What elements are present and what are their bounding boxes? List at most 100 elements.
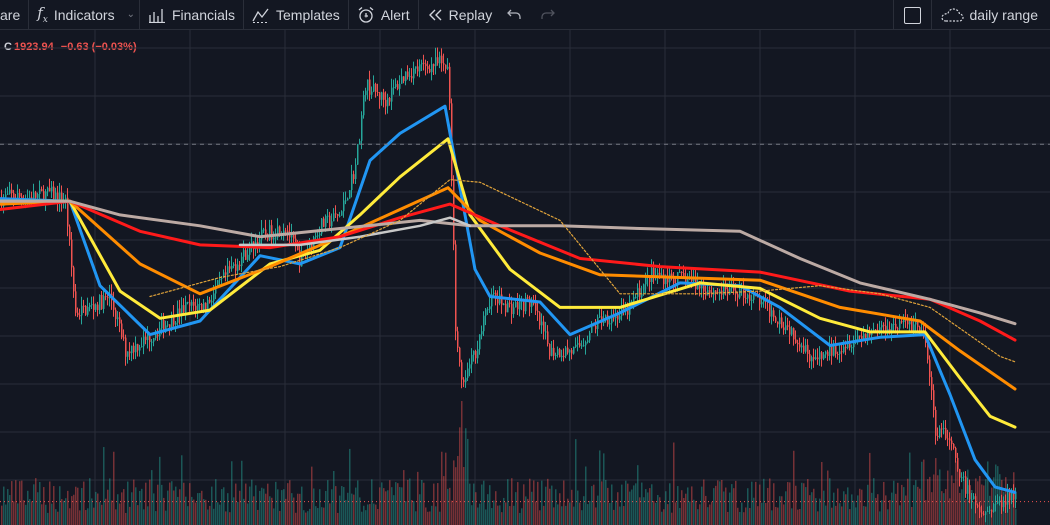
volume-bar — [995, 464, 997, 525]
candle-body — [875, 329, 877, 331]
candle-body — [375, 83, 377, 92]
volume-bar — [153, 493, 155, 525]
volume-bar — [841, 506, 843, 525]
volume-bar — [567, 498, 569, 525]
volume-bar — [585, 466, 587, 525]
candle-body — [79, 315, 81, 317]
volume-bar — [297, 493, 299, 525]
volume-bar — [787, 482, 789, 525]
compare-button[interactable]: are — [0, 0, 28, 30]
volume-bar — [49, 481, 51, 525]
volume-bar — [705, 495, 707, 525]
volume-bar — [807, 479, 809, 525]
redo-icon — [541, 9, 556, 19]
volume-bar — [817, 511, 819, 525]
candle-body — [221, 277, 223, 279]
volume-bar — [429, 511, 431, 525]
volume-bar — [251, 479, 253, 525]
candle-body — [397, 84, 399, 89]
volume-bar — [439, 511, 441, 525]
candle-body — [781, 317, 783, 328]
price-chart[interactable] — [0, 30, 1050, 525]
candle-body — [919, 327, 921, 332]
volume-bar — [29, 499, 31, 525]
volume-bar — [895, 493, 897, 525]
volume-bar — [143, 509, 145, 525]
volume-bar — [477, 507, 479, 525]
volume-bar — [963, 479, 965, 525]
volume-bar — [55, 509, 57, 525]
volume-bar — [241, 460, 243, 525]
volume-bar — [421, 479, 423, 525]
volume-bar — [983, 485, 985, 525]
candle-body — [987, 510, 989, 512]
volume-bar — [223, 487, 225, 525]
undo-button[interactable] — [500, 0, 534, 30]
redo-button[interactable] — [534, 0, 568, 30]
candle-body — [797, 342, 799, 345]
volume-bar — [445, 452, 447, 525]
candle-body — [569, 350, 571, 353]
candle-body — [353, 174, 355, 180]
candle-body — [107, 296, 109, 299]
replay-button[interactable]: Replay — [419, 0, 501, 30]
volume-bar — [667, 504, 669, 525]
volume-bar — [589, 500, 591, 525]
volume-bar — [105, 498, 107, 525]
candle-body — [465, 377, 467, 383]
volume-bar — [505, 502, 507, 525]
daily-range-button[interactable]: daily range — [932, 0, 1050, 30]
candle-body — [37, 193, 39, 198]
volume-bar — [887, 509, 889, 525]
volume-bar — [361, 511, 363, 525]
indicators-dropdown[interactable]: ⌄ — [123, 0, 139, 30]
indicators-button[interactable]: fx Indicators — [29, 0, 122, 30]
candle-body — [179, 308, 181, 317]
candle-body — [525, 297, 527, 312]
volume-bar — [171, 481, 173, 525]
candle-body — [139, 347, 141, 351]
volume-bar — [83, 481, 85, 525]
candle-body — [939, 428, 941, 438]
candle-body — [785, 325, 787, 331]
volume-bar — [729, 492, 731, 525]
volume-bar — [281, 490, 283, 525]
moving-average-line-blue — [0, 104, 1017, 494]
volume-bar — [193, 499, 195, 525]
candle-body — [391, 87, 393, 102]
volume-bar — [215, 479, 217, 525]
candle-body — [503, 303, 505, 305]
candle-body — [663, 274, 665, 285]
candle-body — [567, 347, 569, 353]
volume-bar — [953, 483, 955, 525]
volume-bar — [781, 496, 783, 525]
candle-body — [323, 218, 325, 227]
volume-bar — [621, 484, 623, 525]
volume-bar — [865, 506, 867, 525]
financials-button[interactable]: Financials — [140, 0, 243, 30]
volume-bar — [41, 504, 43, 525]
candle-body — [263, 229, 265, 231]
volume-bar — [625, 480, 627, 525]
templates-button[interactable]: Templates — [244, 0, 348, 30]
volume-bar — [659, 497, 661, 525]
candle-body — [967, 485, 969, 494]
volume-bar — [707, 507, 709, 525]
volume-bar — [451, 500, 453, 525]
volume-bar — [183, 482, 185, 525]
volume-bar — [163, 497, 165, 525]
volume-bar — [115, 509, 117, 525]
volume-bar — [545, 486, 547, 525]
candle-body — [775, 317, 777, 322]
volume-bar — [109, 478, 111, 525]
volume-bar — [257, 509, 259, 525]
candle-body — [437, 57, 439, 64]
volume-bars — [1, 401, 1017, 525]
candle-body — [729, 288, 731, 295]
volume-bar — [965, 499, 967, 525]
volume-bar — [637, 465, 639, 525]
layout-button[interactable] — [894, 0, 931, 30]
alert-button[interactable]: Alert — [349, 0, 418, 30]
volume-bar — [623, 506, 625, 525]
volume-bar — [767, 487, 769, 525]
